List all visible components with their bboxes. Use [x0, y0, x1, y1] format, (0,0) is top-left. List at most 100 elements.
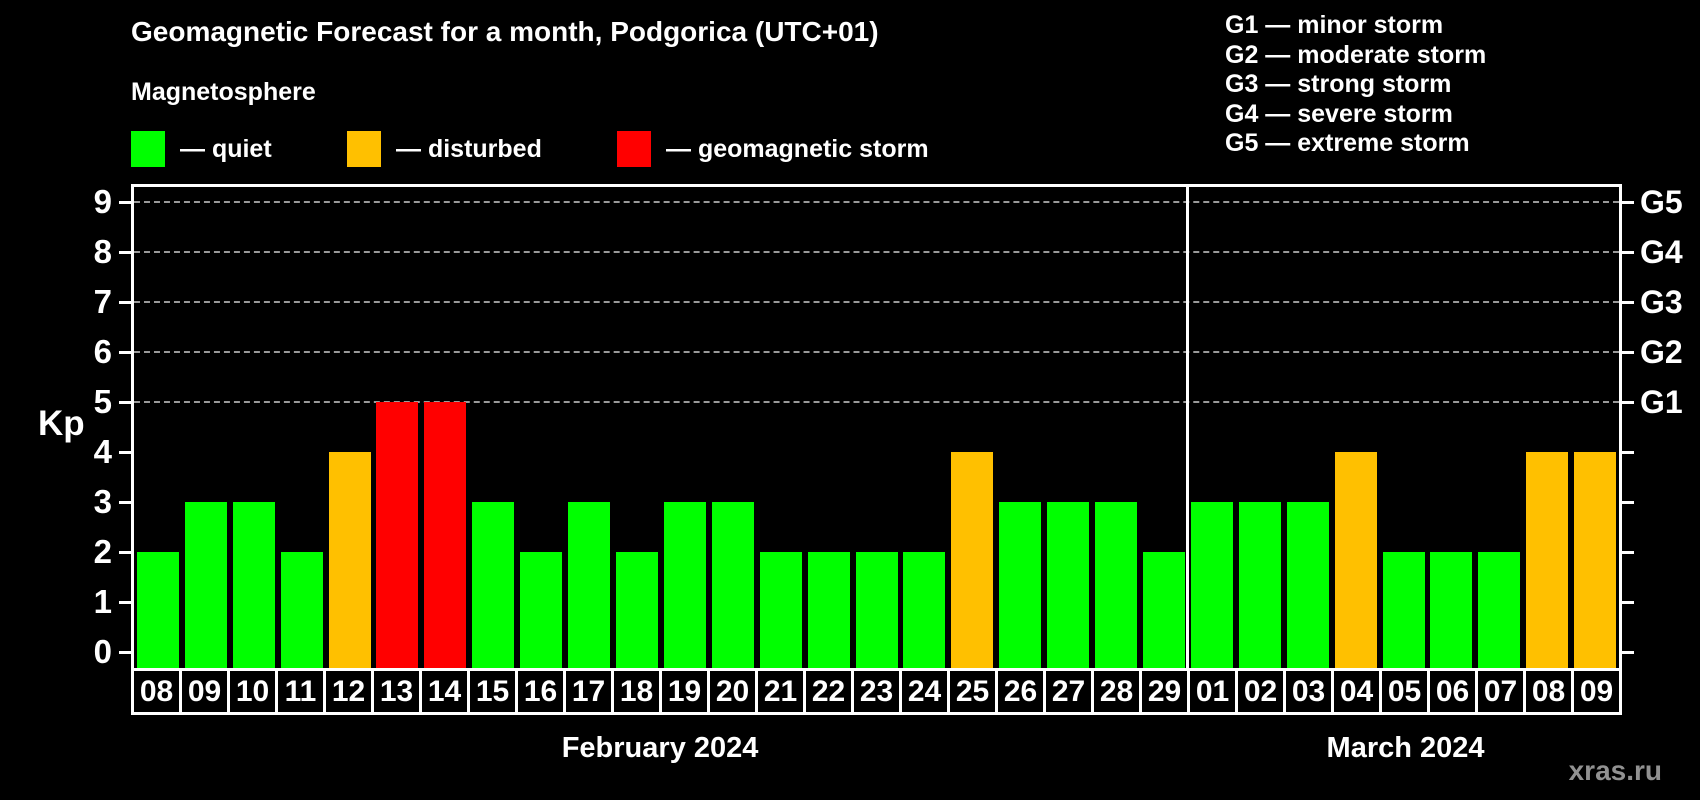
bar-slot-05: [1380, 187, 1428, 669]
kp-bar-month1-21: [759, 552, 802, 669]
bar-slot-13: [374, 187, 422, 669]
kp-bar-month1-13: [376, 402, 419, 669]
kp-bar-month2-02: [1238, 502, 1281, 669]
date-cell-month1-28: 28: [1091, 671, 1139, 712]
bar-slot-26: [996, 187, 1044, 669]
date-cell-month1-23: 23: [851, 671, 899, 712]
y-tick-label-5: 5: [93, 383, 112, 420]
plot-area: [131, 184, 1622, 669]
x-axis-date-band: 08 09 10 11 12 13 14 15 16 17 18 19 20 21 22 23 24 25 26 27…: [131, 668, 1622, 715]
y-tick-left-9: [119, 201, 131, 204]
g-legend-line-1: G1 — minor storm: [1225, 11, 1444, 39]
date-cell-month1-09: 09: [179, 671, 227, 712]
kp-bar-month1-27: [1047, 502, 1090, 669]
bar-slot-01: [1188, 187, 1236, 669]
kp-bar-month1-14: [424, 402, 467, 669]
kp-bar-month1-18: [616, 552, 659, 669]
kp-bar-month2-07: [1478, 552, 1521, 669]
y-tick-left-6: [119, 351, 131, 354]
disturbed-swatch-icon: [347, 131, 381, 167]
bar-slot-03: [1284, 187, 1332, 669]
legend-item-quiet: — quiet: [131, 129, 272, 169]
bar-slot-28: [1092, 187, 1140, 669]
kp-bar-month1-09: [184, 502, 227, 669]
g-legend-line-5: G5 — extreme storm: [1225, 129, 1470, 158]
y-tick-right-6: [1622, 351, 1634, 354]
g-legend-line-2: G2 — moderate storm: [1225, 40, 1487, 69]
date-cell-month2-09: 09: [1571, 671, 1619, 712]
date-cell-month1-11: 11: [275, 671, 323, 712]
date-cell-month1-19: 19: [659, 671, 707, 712]
bar-slot-29: [1140, 187, 1188, 669]
kp-bar-month1-17: [568, 502, 611, 669]
right-axis-label-g3: G3: [1640, 284, 1683, 320]
kp-bar-month1-25: [951, 452, 994, 669]
y-tick-left-1: [119, 601, 131, 604]
kp-bar-month1-10: [232, 502, 275, 669]
y-tick-label-9: 9: [93, 183, 112, 220]
kp-bar-month2-06: [1430, 552, 1473, 669]
y-tick-label-2: 2: [93, 533, 112, 570]
bar-slot-08: [1523, 187, 1571, 669]
bar-slot-25: [948, 187, 996, 669]
y-tick-left-0: [119, 651, 131, 654]
kp-bar-month1-08: [136, 552, 179, 669]
y-tick-label-6: 6: [93, 333, 112, 370]
kp-bar-month1-12: [328, 452, 371, 669]
y-tick-right-5: [1622, 401, 1634, 404]
month-label-2: March 2024: [1326, 732, 1485, 764]
bar-slot-10: [230, 187, 278, 669]
kp-bar-month1-19: [663, 502, 706, 669]
y-tick-label-7: 7: [93, 283, 112, 320]
kp-bar-month2-08: [1526, 452, 1569, 669]
y-tick-label-4: 4: [93, 433, 112, 470]
y-tick-left-5: [119, 401, 131, 404]
date-cell-month1-27: 27: [1043, 671, 1091, 712]
date-cell-month1-16: 16: [515, 671, 563, 712]
legend-label-disturbed: — disturbed: [396, 134, 542, 163]
bar-slot-15: [469, 187, 517, 669]
bar-slot-07: [1475, 187, 1523, 669]
date-cell-month1-25: 25: [947, 671, 995, 712]
date-cell-month1-17: 17: [563, 671, 611, 712]
bar-slot-11: [278, 187, 326, 669]
bar-slot-02: [1236, 187, 1284, 669]
kp-bar-month1-16: [520, 552, 563, 669]
bar-slot-24: [901, 187, 949, 669]
kp-bar-month1-20: [711, 502, 754, 669]
g-scale-legend: G1 — minor storm G2 — moderate storm G3 — …: [1225, 11, 1486, 159]
y-tick-label-1: 1: [93, 583, 112, 620]
date-cell-month1-26: 26: [995, 671, 1043, 712]
legend-label-quiet: — quiet: [180, 134, 272, 163]
y-axis-title: Kp: [38, 404, 85, 443]
right-axis-label-g1: G1: [1640, 384, 1683, 420]
bar-slot-16: [517, 187, 565, 669]
chart-title: Geomagnetic Forecast for a month, Podgor…: [131, 16, 879, 47]
date-cell-month1-18: 18: [611, 671, 659, 712]
legend-item-disturbed: — disturbed: [347, 129, 542, 169]
right-axis-label-g2: G2: [1640, 334, 1683, 370]
kp-bar-month2-03: [1286, 502, 1329, 669]
kp-bar-month1-23: [855, 552, 898, 669]
date-cell-month1-12: 12: [323, 671, 371, 712]
date-cell-month1-13: 13: [371, 671, 419, 712]
y-tick-right-7: [1622, 301, 1634, 304]
bar-slot-09: [1571, 187, 1619, 669]
y-tick-right-0: [1622, 651, 1634, 654]
y-tick-left-4: [119, 451, 131, 454]
date-cell-month2-08: 08: [1523, 671, 1571, 712]
date-cell-month1-15: 15: [467, 671, 515, 712]
date-cell-month1-29: 29: [1139, 671, 1187, 712]
bar-slot-27: [1044, 187, 1092, 669]
y-tick-right-1: [1622, 601, 1634, 604]
kp-bar-month1-11: [280, 552, 323, 669]
y-tick-left-3: [119, 501, 131, 504]
kp-bar-month2-05: [1382, 552, 1425, 669]
gridline-kp-9: [134, 201, 1619, 203]
gridline-kp-6: [134, 351, 1619, 353]
bar-slot-23: [853, 187, 901, 669]
gridline-kp-8: [134, 251, 1619, 253]
y-tick-label-0: 0: [93, 633, 112, 670]
legend-label-storm: — geomagnetic storm: [666, 134, 929, 163]
